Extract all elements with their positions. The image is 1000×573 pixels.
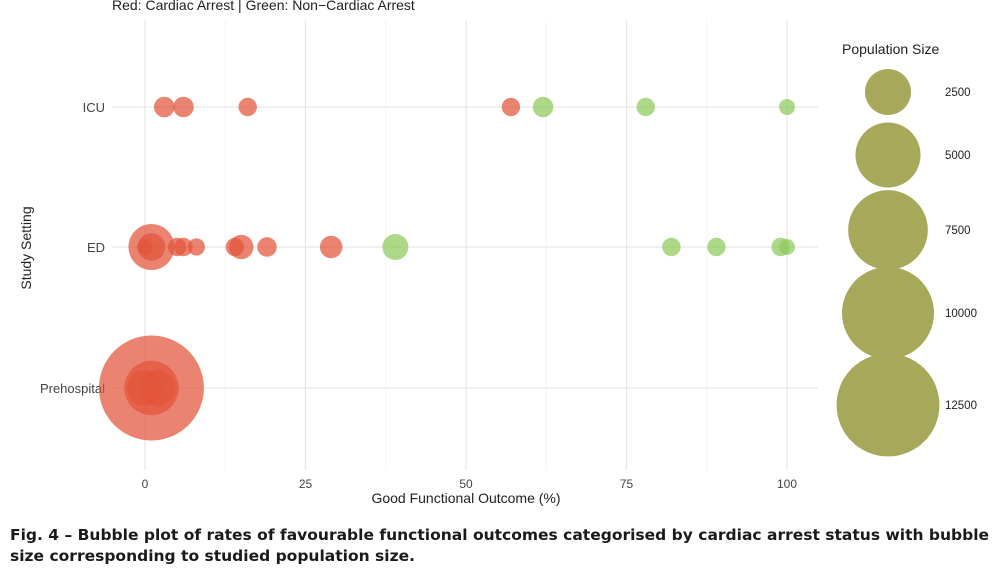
cardiac-arrest-bubble <box>501 97 521 117</box>
non-cardiac-arrest-bubble <box>779 99 795 115</box>
non-cardiac-arrest-bubble <box>636 97 655 117</box>
cardiac-arrest-bubble <box>257 237 277 257</box>
cardiac-arrest-bubble <box>225 237 245 257</box>
x-tick-label: 0 <box>142 477 149 491</box>
bubble-chart: 0 25 50 75 100 ICU ED Prehospital 2500 5000 7500 10… <box>40 20 977 491</box>
figure-caption: Fig. 4 – Bubble plot of rates of favoura… <box>10 526 990 565</box>
legend-label: 2500 <box>945 87 971 99</box>
legend-title: Population Size <box>842 41 940 57</box>
cardiac-arrest-bubble <box>238 97 257 117</box>
cardiac-arrest-bubble <box>140 370 176 406</box>
legend-bubble <box>836 353 940 457</box>
y-axis-label: Study Setting <box>18 206 34 290</box>
cardiac-arrest-bubble <box>137 239 153 255</box>
legend-bubble <box>842 267 934 359</box>
non-cardiac-arrest-bubble <box>662 237 681 257</box>
cardiac-arrest-bubble <box>174 237 193 257</box>
legend-bubble <box>848 190 928 270</box>
x-tick-label: 25 <box>299 477 313 491</box>
legend-bubble <box>855 122 921 188</box>
cardiac-arrest-bubble <box>153 96 175 118</box>
y-tick-label: Prehospital <box>40 381 105 396</box>
non-cardiac-arrest-bubble <box>707 237 726 257</box>
legend-label: 7500 <box>945 225 971 237</box>
legend-label: 10000 <box>945 308 977 320</box>
cardiac-arrest-bubble <box>173 96 194 118</box>
x-tick-label: 100 <box>777 477 797 491</box>
cardiac-arrest-bubble <box>319 235 343 259</box>
x-tick-label: 50 <box>459 477 473 491</box>
x-tick-label: 75 <box>620 477 634 491</box>
legend-label: 5000 <box>945 150 971 162</box>
chart-subtitle: Red: Cardiac Arrest | Green: Non−Cardiac… <box>112 0 415 13</box>
non-cardiac-arrest-bubble <box>532 96 554 118</box>
y-tick-label: ED <box>87 240 105 255</box>
non-cardiac-arrest-bubble <box>779 239 795 255</box>
cardiac-arrest-bubble <box>187 238 205 256</box>
x-axis-label: Good Functional Outcome (%) <box>371 490 561 506</box>
non-cardiac-arrest-bubble <box>382 233 409 261</box>
legend-bubble <box>865 69 911 115</box>
y-tick-label: ICU <box>83 100 105 115</box>
legend-label: 12500 <box>945 400 977 412</box>
